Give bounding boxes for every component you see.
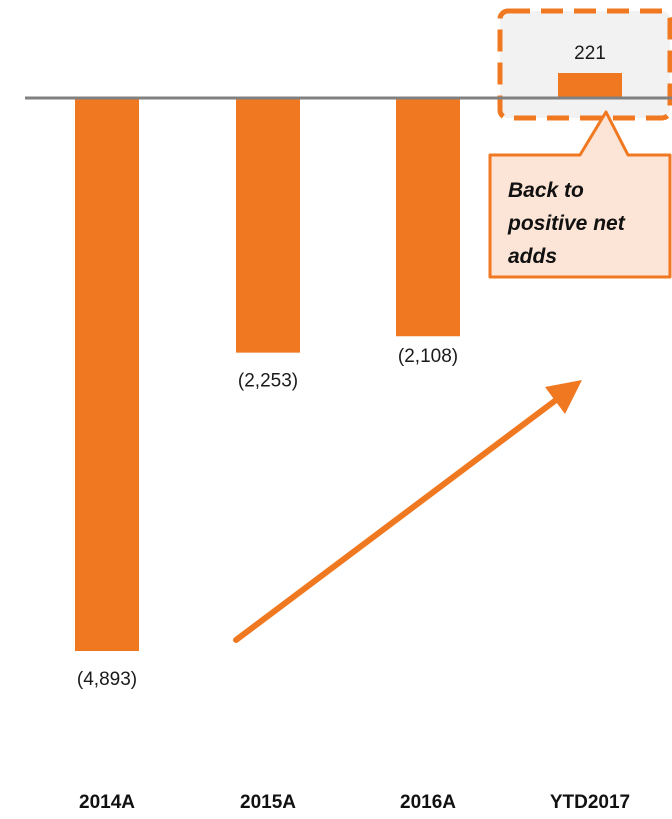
category-label-2015a: 2015A [240, 792, 296, 813]
trend-arrow-head [545, 380, 582, 414]
callout-line-3: adds [508, 245, 557, 268]
category-labels-layer: 2014A 2015A 2016A YTD2017 [79, 792, 630, 813]
trend-arrow-shaft [233, 394, 563, 643]
ytd2017-highlight-box [497, 8, 672, 121]
callout-line-1: Back to [508, 179, 584, 202]
category-label-ytd2017: YTD2017 [550, 792, 630, 813]
callout-bubble [488, 110, 672, 279]
value-label-2014a: (4,893) [77, 669, 137, 690]
category-label-2014a: 2014A [79, 792, 135, 813]
bar-ytd2017 [558, 73, 622, 98]
bar-2015a [236, 98, 300, 353]
value-labels-layer: (4,893) (2,253) (2,108) 221 [77, 43, 606, 690]
bar-2014a [75, 98, 139, 651]
bars-layer [75, 73, 622, 651]
bar-2016a [396, 98, 460, 337]
category-label-2016a: 2016A [400, 792, 456, 813]
value-label-2015a: (2,253) [238, 371, 298, 392]
value-label-ytd2017: 221 [574, 43, 606, 64]
value-label-2016a: (2,108) [398, 346, 458, 367]
callout-line-2: positive net [507, 212, 626, 235]
